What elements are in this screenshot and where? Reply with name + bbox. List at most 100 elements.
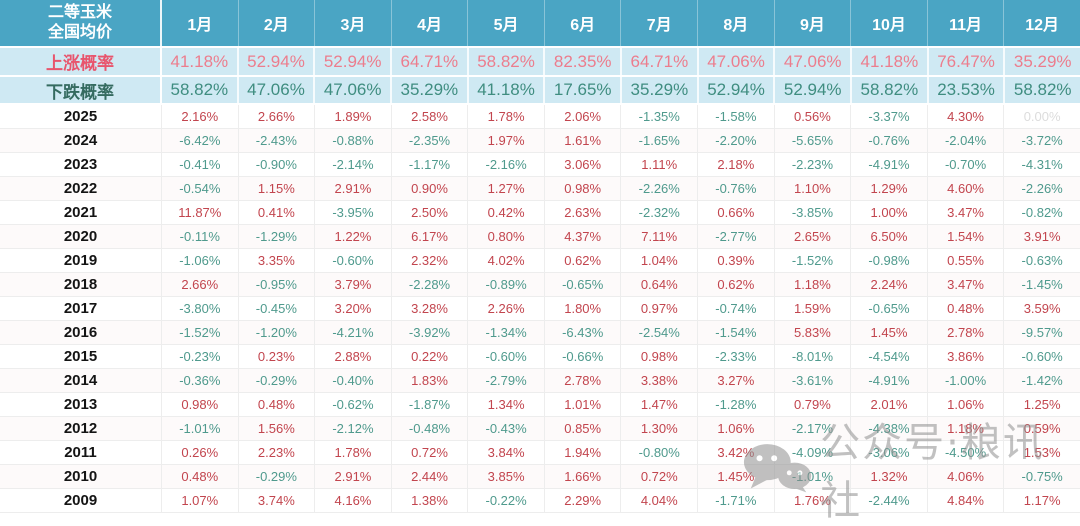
row-label: 2013 [0,393,162,416]
value-cell: -0.98% [851,249,928,272]
value-cell: 47.06% [315,77,393,103]
value-cell: -0.74% [698,297,775,320]
value-cell: 0.39% [698,249,775,272]
value-cell: -2.20% [698,129,775,152]
value-cell: 6.50% [851,225,928,248]
value-cell: -1.29% [239,225,316,248]
value-cell: -0.70% [928,153,1005,176]
month-header: 9月 [775,0,852,46]
year-row: 2022 -0.54% 1.15% 2.91% 0.90% 1.27% 0.98% -2.26… [0,177,1080,201]
month-header: 5月 [468,0,545,46]
value-cell: 1.83% [392,369,469,392]
year-row: 2011 0.26% 2.23% 1.78% 0.72% 3.84% 1.94% -0.80%… [0,441,1080,465]
value-cell: -0.11% [162,225,239,248]
value-cell: -6.43% [545,321,622,344]
value-cell: -1.71% [698,489,775,512]
value-cell: 0.62% [545,249,622,272]
value-cell: 4.06% [928,465,1005,488]
fall-probability-row: 下跌概率 58.82% 47.06% 47.06% 35.29% 41.18% 17.65%… [0,77,1080,105]
value-cell: 4.02% [468,249,545,272]
value-cell: 47.06% [775,48,853,75]
value-cell: 7.11% [621,225,699,248]
value-cell: 3.28% [392,297,469,320]
value-cell: -1.42% [1021,373,1063,388]
table-header-row: 二等玉米 全国均价 1月 2月 3月 4月 5月 6月 7月 8月 9月 10月 11月 12月 [0,0,1080,48]
value-cell: 1.34% [468,393,545,416]
year-row: 2016 -1.52% -1.20% -4.21% -3.92% -1.34% -6.43%… [0,321,1080,345]
value-cell: 6.17% [392,225,469,248]
value-cell: 1.59% [775,297,852,320]
year-row: 2013 0.98% 0.48% -0.62% -1.87% 1.34% 1.01% 1.47… [0,393,1080,417]
value-cell: -4.09% [775,441,852,464]
value-cell: -0.43% [468,417,545,440]
value-cell: -1.35% [621,105,699,128]
value-cell: 1.25% [1023,397,1061,412]
value-cell: -2.28% [392,273,469,296]
value-cell: 1.45% [851,321,928,344]
value-cell: 1.10% [775,177,852,200]
value-cell: 0.55% [928,249,1005,272]
value-cell: -3.06% [851,441,928,464]
value-cell: 4.60% [928,177,1005,200]
value-cell: 0.80% [468,225,545,248]
value-cell: -0.76% [698,177,775,200]
value-cell: -8.01% [775,345,852,368]
value-cell: 2.78% [545,369,622,392]
month-header: 3月 [315,0,392,46]
value-cell: 41.18% [469,77,546,103]
value-cell: 0.98% [621,345,699,368]
value-cell: 4.84% [928,489,1005,512]
value-cell: -0.82% [1021,205,1063,220]
table-title: 二等玉米 全国均价 [0,0,162,46]
value-cell: 0.48% [162,465,239,488]
value-cell: -2.43% [239,129,316,152]
month-header: 7月 [621,0,699,46]
value-cell: 1.01% [545,393,622,416]
value-cell: -1.01% [162,417,239,440]
value-cell: -2.26% [1021,181,1063,196]
value-cell: 2.29% [545,489,622,512]
value-cell: 1.27% [468,177,545,200]
value-cell: 1.97% [468,129,545,152]
value-cell: 0.48% [928,297,1005,320]
month-header: 11月 [928,0,1005,46]
year-row: 2018 2.66% -0.95% 3.79% -2.28% -0.89% -0.65% 0.… [0,273,1080,297]
corn-price-table: 二等玉米 全国均价 1月 2月 3月 4月 5月 6月 7月 8月 9月 10月 11月 12月 上涨… [0,0,1080,513]
row-label: 2019 [0,249,162,272]
value-cell: 64.71% [622,48,699,75]
value-cell: -5.65% [775,129,852,152]
value-cell: 23.53% [929,77,1006,103]
value-cell: -1.65% [621,129,699,152]
year-row: 2023 -0.41% -0.90% -2.14% -1.17% -2.16% 3.06% 1… [0,153,1080,177]
value-cell: 0.56% [775,105,852,128]
value-cell: 1.78% [315,441,392,464]
value-cell: 0.23% [239,345,316,368]
value-cell: 82.35% [545,48,623,75]
value-cell: 0.72% [392,441,469,464]
value-cell: 52.94% [699,77,776,103]
row-label: 2015 [0,345,162,368]
value-cell: 2.63% [545,201,622,224]
value-cell: -0.60% [315,249,392,272]
value-cell: -0.60% [1021,349,1063,364]
value-cell: 3.59% [1023,301,1061,316]
year-row: 2020 -0.11% -1.29% 1.22% 6.17% 0.80% 4.37% 7.11… [0,225,1080,249]
year-row: 2010 0.48% -0.29% 2.91% 2.44% 3.85% 1.66% 0.72%… [0,465,1080,489]
year-row: 2009 1.07% 3.74% 4.16% 1.38% -0.22% 2.29% 4.04%… [0,489,1080,513]
value-cell: 3.27% [698,369,775,392]
value-cell: -1.87% [392,393,469,416]
value-cell: -2.14% [315,153,392,176]
value-cell: 3.91% [1023,229,1061,244]
row-label: 2018 [0,273,162,296]
value-cell: -0.54% [162,177,239,200]
value-cell: 1.00% [851,201,928,224]
value-cell: 58.82% [1013,80,1072,99]
table-body: 上涨概率 41.18% 52.94% 52.94% 64.71% 58.82% 82.35%… [0,48,1080,513]
value-cell: -1.01% [775,465,852,488]
value-cell: -0.36% [162,369,239,392]
value-cell: 2.01% [851,393,928,416]
value-cell: 1.06% [698,417,775,440]
value-cell: 1.22% [315,225,392,248]
value-cell: -0.63% [1021,253,1063,268]
value-cell: 52.94% [239,48,316,75]
